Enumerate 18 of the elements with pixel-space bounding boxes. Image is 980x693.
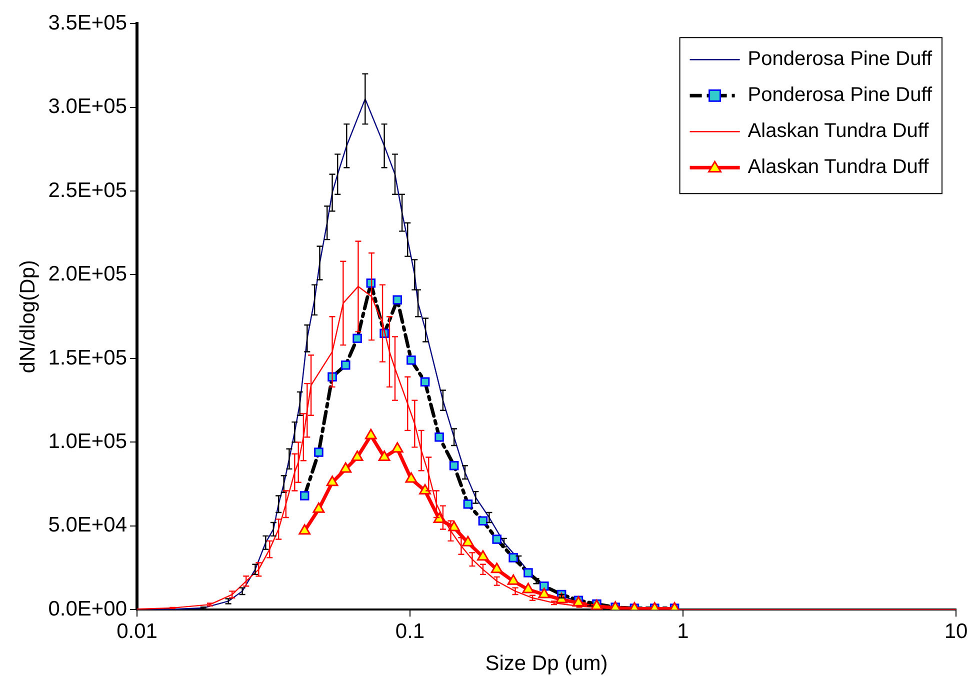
y-tick-label: 3.0E+05 [48, 95, 128, 118]
y-tick-label: 3.5E+05 [48, 11, 128, 34]
x-tick-label: 0.01 [116, 620, 158, 643]
y-axis-title: dN/dlog(Dp) [16, 260, 40, 374]
x-tick-label: 1 [677, 620, 689, 643]
y-tick-label: 1.5E+05 [48, 346, 128, 370]
legend-label: Alaskan Tundra Duff [748, 120, 930, 142]
x-tick-label: 10 [944, 620, 968, 643]
y-tick-label: 0.0E+00 [48, 597, 128, 620]
x-axis-title: Size Dp (um) [485, 652, 608, 676]
x-tick-label: 0.1 [395, 620, 425, 643]
y-tick-label: 5.0E+04 [48, 514, 128, 537]
legend-label: Ponderosa Pine Duff [748, 48, 932, 70]
y-tick-label: 1.0E+05 [48, 430, 128, 453]
legend-label: Ponderosa Pine Duff [748, 84, 932, 106]
y-tick-label: 2.5E+05 [48, 178, 128, 202]
y-tick-label: 2.0E+05 [48, 262, 128, 286]
legend-label: Alaskan Tundra Duff [748, 156, 930, 178]
